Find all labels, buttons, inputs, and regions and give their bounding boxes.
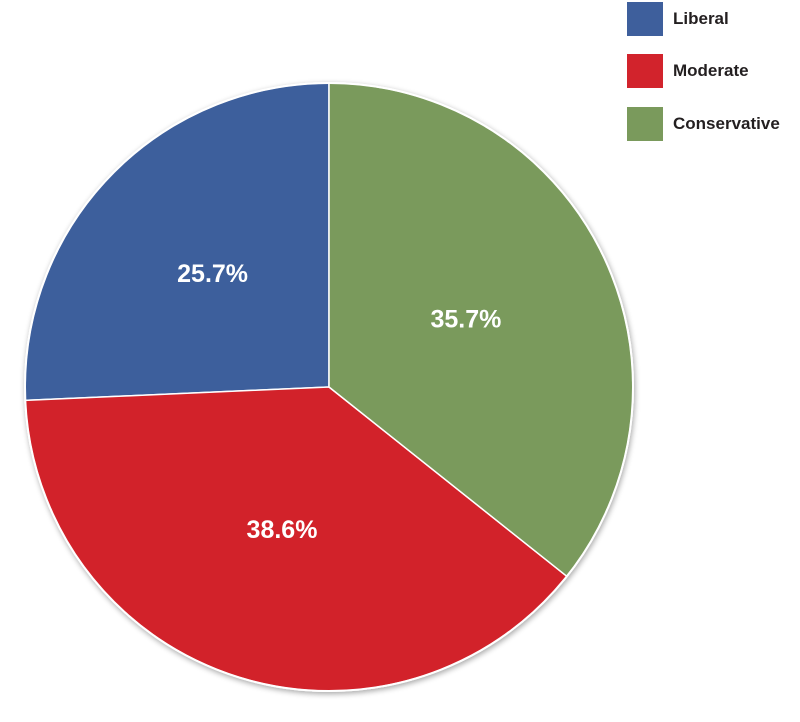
legend-swatch-liberal [627, 2, 663, 36]
legend-label-conservative: Conservative [673, 114, 780, 133]
legend-label-liberal: Liberal [673, 9, 729, 28]
legend-item-liberal: Liberal [627, 2, 729, 36]
pie-slices [24, 82, 634, 692]
legend-item-moderate: Moderate [627, 54, 749, 88]
pie-value-labels: 25.7% 38.6% 35.7% [177, 260, 501, 544]
pie-value-label-moderate: 38.6% [247, 516, 318, 544]
pie-outline [24, 82, 634, 692]
legend-swatch-conservative [627, 107, 663, 141]
pie-value-label-liberal: 25.7% [177, 260, 248, 288]
legend-label-moderate: Moderate [673, 61, 749, 80]
pie-slice-liberal [24, 82, 330, 402]
pie-value-label-conservative: 35.7% [430, 306, 501, 334]
legend-swatch-moderate [627, 54, 663, 88]
legend-item-conservative: Conservative [627, 107, 780, 141]
